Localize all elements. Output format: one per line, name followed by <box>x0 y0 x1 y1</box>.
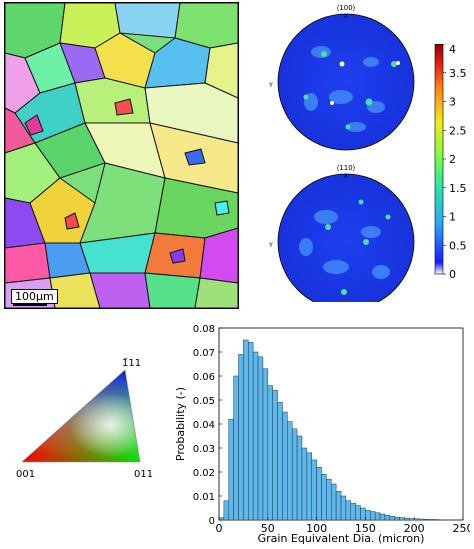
histogram-bar <box>355 505 361 521</box>
histogram-bar <box>257 356 264 521</box>
histogram-bar <box>350 502 356 521</box>
y-tick-label: 0.06 <box>193 372 215 383</box>
x-tick-label: 200 <box>404 522 425 535</box>
y-tick-label: 0.02 <box>193 468 215 479</box>
histogram-bar <box>418 518 425 521</box>
histogram-bar <box>262 368 269 521</box>
histogram-bar <box>413 518 420 521</box>
histogram-bar <box>345 500 352 521</box>
histogram-bar <box>301 447 308 521</box>
pf2-x-axis-label: X <box>344 173 348 180</box>
colorbar-tick-label: 2.5 <box>449 124 467 137</box>
y-tick-label: 0.04 <box>193 420 215 431</box>
histogram-bar <box>330 483 337 521</box>
colorbar-tick-label: 1.5 <box>449 182 467 195</box>
histogram-bar <box>243 339 249 521</box>
histogram-bar <box>223 500 230 521</box>
histogram-bar <box>370 511 376 521</box>
histogram-bar <box>248 342 254 521</box>
histogram-bar <box>296 435 303 521</box>
colorbar-tick-label: 4 <box>449 44 456 56</box>
colorbar-tick-label: 1 <box>449 211 456 224</box>
ipf-label-111: 1̄11 <box>122 358 141 369</box>
histogram-bar <box>423 519 430 521</box>
ebsd-orientation-map: 100µm <box>4 2 239 309</box>
histogram-bar <box>404 517 410 521</box>
y-axis-label: Probability (-) <box>174 387 187 461</box>
histogram-bar <box>277 402 283 521</box>
pole-figures: ⟨100⟩ X Y ⟨110⟩ X Y <box>268 4 415 302</box>
histogram-bar <box>282 411 288 521</box>
y-tick-label: 0.07 <box>193 348 215 359</box>
histogram-bar <box>252 351 259 521</box>
pole-figure-110: ⟨110⟩ X Y <box>268 164 415 302</box>
x-axis-label: Grain Equivalent Dia. (micron) <box>258 532 425 545</box>
histogram-bar <box>272 390 278 521</box>
y-tick-label: 0.08 <box>193 324 215 335</box>
histogram-bar <box>335 490 342 521</box>
histogram-bar <box>218 517 225 521</box>
colorbar-tick-label: 2 <box>449 153 456 166</box>
colorbar-gradient <box>434 43 444 275</box>
histogram-bar <box>311 459 317 521</box>
histogram-bar <box>384 514 391 521</box>
pf1-x-axis-label: X <box>344 13 348 20</box>
histogram-bar <box>409 518 415 521</box>
x-tick-label: 0 <box>216 522 223 535</box>
histogram-bar <box>233 375 239 521</box>
grain-size-histogram: 0 50 100 150 200 250 0 0.01 0.02 0.03 0.04 0.05 0.0… <box>174 324 471 545</box>
histogram-bar <box>291 428 298 521</box>
histogram-bar <box>360 507 366 521</box>
histogram-bar <box>326 478 332 521</box>
histogram-bar <box>316 466 322 521</box>
histogram-bar <box>374 512 381 521</box>
scale-bar-label: 100µm <box>11 289 58 304</box>
ipf-label-011: 011 <box>134 469 153 480</box>
colorbar-tick-label: 0 <box>449 268 456 280</box>
histogram-bar <box>389 516 395 521</box>
grain-map-graphic <box>5 3 238 308</box>
pole-figure-100: ⟨100⟩ X Y <box>268 4 415 151</box>
colorbar-tick-label: 3.5 <box>449 67 467 80</box>
histogram-bar <box>394 516 400 521</box>
x-tick-label: 50 <box>261 522 275 535</box>
histogram-bar <box>267 385 273 521</box>
y-tick-label: 0.05 <box>193 396 215 407</box>
histogram-bar <box>365 510 371 521</box>
ipf-color-key: 001 011 1̄11 <box>16 358 153 480</box>
pole-figure-label-100: ⟨100⟩ <box>337 4 356 12</box>
x-tick-label: 250 <box>453 522 471 535</box>
y-tick-label: 0 <box>209 516 215 527</box>
pf2-y-axis-label: Y <box>268 242 273 249</box>
histogram-bar <box>306 452 312 521</box>
colorbar-tick-label: 0.5 <box>449 239 467 252</box>
pf1-y-axis-label: Y <box>268 82 273 89</box>
histogram-bar <box>321 474 327 521</box>
scale-bar <box>13 304 47 306</box>
histogram-bar <box>228 418 234 521</box>
x-tick-label: 150 <box>355 522 376 535</box>
y-tick-label: 0.01 <box>193 492 215 503</box>
pole-figure-label-110: ⟨110⟩ <box>337 164 356 172</box>
histogram-bar <box>399 517 405 521</box>
y-tick-label: 0.03 <box>193 444 215 455</box>
histogram-bar <box>379 513 386 521</box>
histogram-bar <box>238 354 244 521</box>
histogram-bar <box>340 495 347 521</box>
histogram-bar <box>287 421 293 521</box>
x-tick-label: 100 <box>306 522 327 535</box>
colorbar: 4 3.5 3 2.5 2 1.5 1 0.5 0 <box>433 43 473 285</box>
colorbar-tick-label: 3 <box>449 96 456 109</box>
ipf-label-001: 001 <box>16 469 35 480</box>
